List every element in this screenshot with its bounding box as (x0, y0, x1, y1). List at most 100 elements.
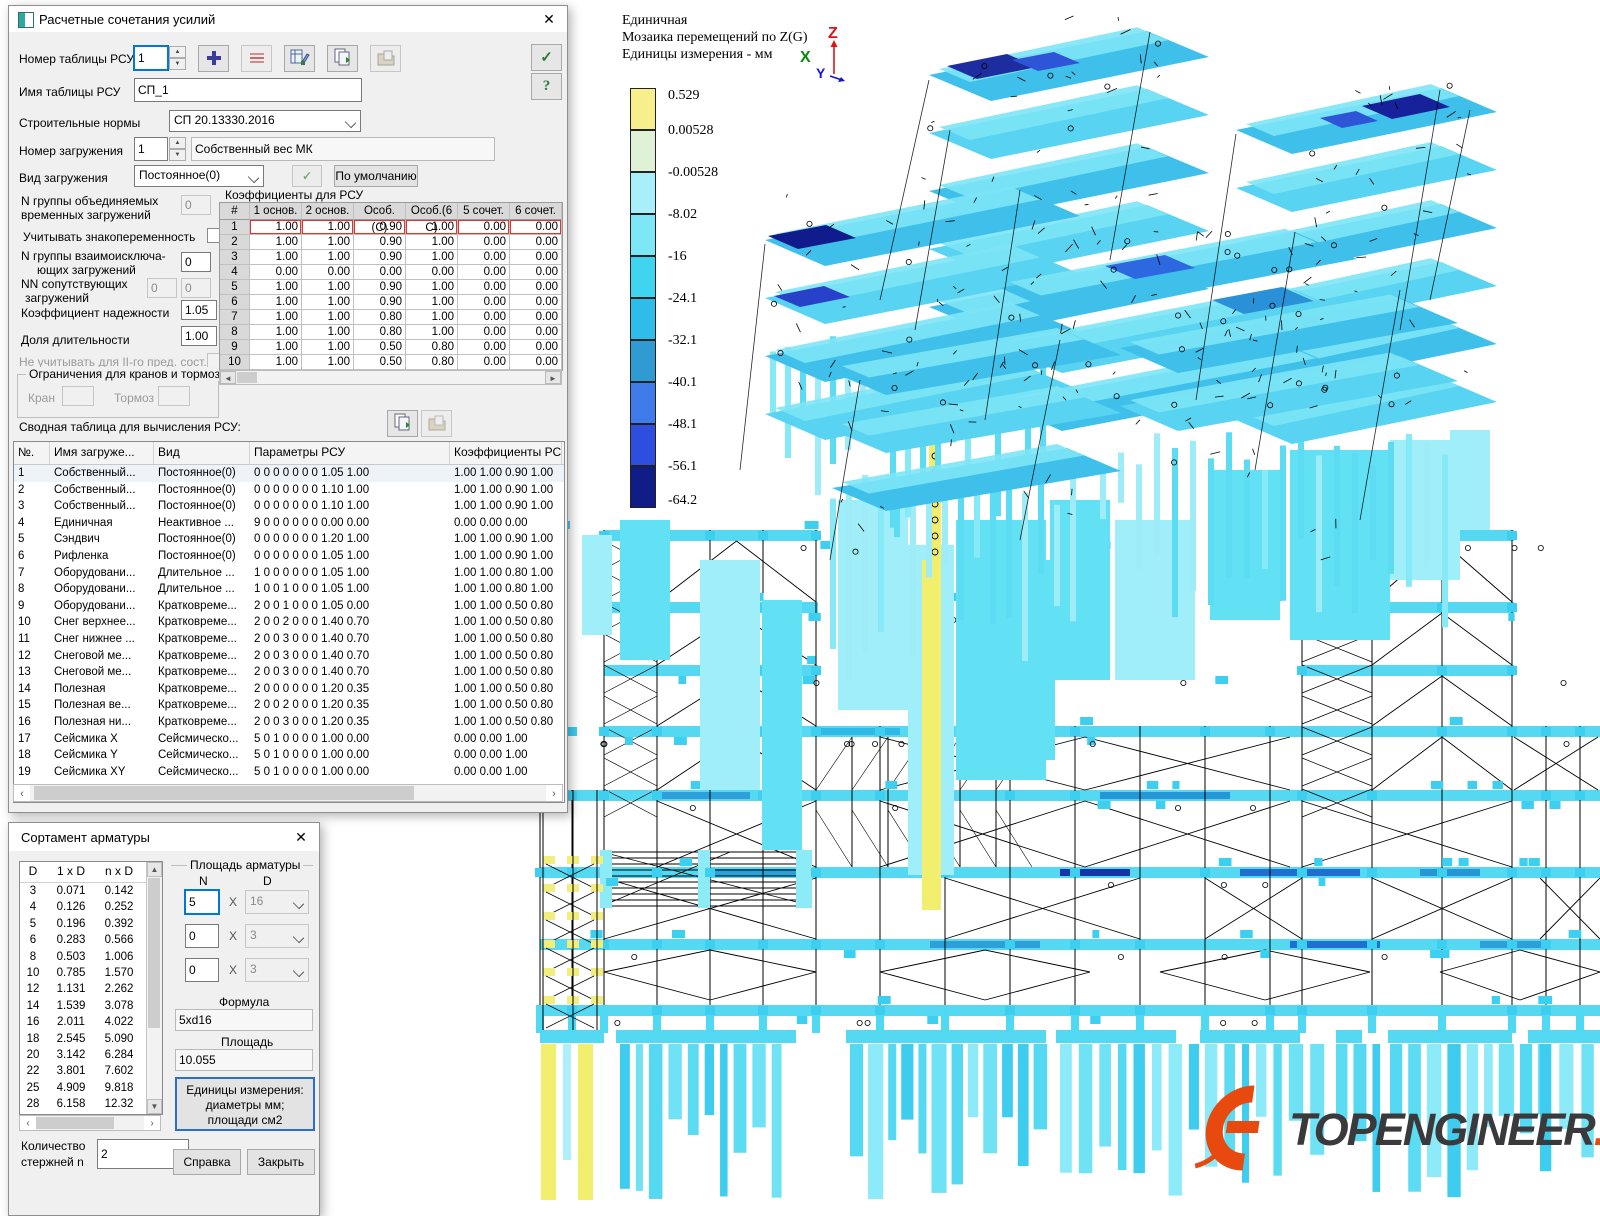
add-table-button[interactable] (198, 45, 229, 72)
scroll-right-icon[interactable]: › (144, 1116, 160, 1130)
crane-group: Ограничения для кранов и тормозов Кран Т… (17, 374, 219, 418)
close-button[interactable]: Закрыть (247, 1149, 315, 1175)
summary-col-header[interactable]: Имя загруже... (50, 442, 154, 464)
close-icon[interactable]: ✕ (531, 6, 567, 32)
rebar-hscrollbar[interactable]: ‹ › (19, 1115, 161, 1131)
table-number-spin-down[interactable]: ▼ (169, 58, 186, 70)
load-number-input[interactable] (134, 137, 168, 161)
help-button[interactable]: Справка (173, 1149, 241, 1175)
load-type-select[interactable]: Постоянное(0) (134, 165, 264, 187)
table-number-spin-up[interactable]: ▲ (169, 46, 186, 58)
summary-hscrollbar[interactable]: ‹ › (13, 784, 563, 802)
coef-table-hscrollbar[interactable]: ◄ ► (219, 370, 562, 385)
load-number-spin-up[interactable]: ▲ (169, 137, 186, 149)
rebar-vscrollbar[interactable]: ▲ ▼ (146, 862, 162, 1114)
scroll-right-icon[interactable]: ► (545, 371, 561, 384)
rebar-count-input[interactable] (185, 890, 219, 914)
apply-button[interactable]: ✓ (531, 44, 562, 71)
summary-col-header[interactable]: Вид (154, 442, 250, 464)
logo-text-main: TOPENGINEER (1289, 1104, 1594, 1155)
close-icon[interactable]: ✕ (283, 823, 319, 851)
coef-table[interactable]: #1 основ.2 основ.Особ.(С)Особ.(6 С)5 соч… (219, 202, 563, 371)
duration-input[interactable] (181, 326, 217, 346)
rebar-diameter-select[interactable]: 16 (245, 890, 309, 914)
scroll-left-icon[interactable]: ◄ (220, 371, 236, 384)
rebar-count-input[interactable] (185, 924, 219, 948)
rebar-diameter-select[interactable]: 3 (245, 924, 309, 948)
summary-col-header[interactable]: №. (14, 442, 50, 464)
scroll-down-icon[interactable]: ▼ (147, 1099, 162, 1114)
scroll-up-icon[interactable]: ▲ (147, 862, 162, 877)
norms-select[interactable]: СП 20.13330.2016 (169, 110, 361, 132)
scroll-left-icon[interactable]: ‹ (14, 785, 30, 801)
table-name-input[interactable] (134, 78, 362, 102)
result-legend-title: Единичная Мозаика перемещений по Z(G) Ед… (622, 12, 808, 63)
default-button[interactable]: По умолчанию (334, 165, 418, 187)
help-button[interactable]: ? (531, 73, 562, 100)
summary-col-header[interactable]: Коэффициенты РСУ (450, 442, 562, 464)
copy-table-button[interactable] (327, 45, 358, 72)
format-table-button[interactable] (284, 45, 315, 72)
load-number-spin-down[interactable]: ▼ (169, 149, 186, 161)
rebar-titlebar[interactable]: Сортамент арматуры ✕ (9, 823, 319, 851)
copy-summary-button[interactable] (387, 410, 418, 437)
scale-swatch (630, 340, 656, 382)
scroll-left-icon[interactable]: ‹ (20, 1116, 36, 1130)
table-number-input[interactable] (134, 46, 168, 70)
rebar-diameter-select[interactable]: 3 (245, 958, 309, 982)
rebar-count-input[interactable] (185, 958, 219, 982)
units-button[interactable]: Единицы измерения: диаметры мм; площади … (175, 1077, 315, 1131)
scroll-right-icon[interactable]: › (546, 785, 562, 801)
mutual-input[interactable] (181, 252, 211, 272)
reliability-input[interactable] (181, 300, 217, 320)
summary-col-header[interactable]: Параметры РСУ (250, 442, 450, 464)
rsu-titlebar[interactable]: Расчетные сочетания усилий ✕ (9, 6, 567, 32)
legend-line-2: Мозаика перемещений по Z(G) (622, 29, 808, 46)
